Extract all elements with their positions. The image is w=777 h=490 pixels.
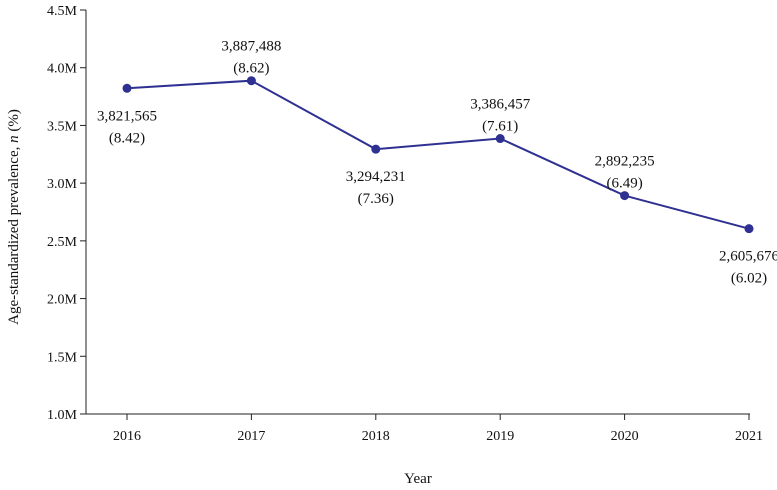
data-point	[495, 134, 505, 144]
y-tick-label: 2.5M	[47, 235, 78, 250]
data-label-percent: (8.62)	[233, 61, 269, 77]
y-tick-label: 3.5M	[47, 119, 78, 134]
series-line	[126, 79, 750, 230]
x-tick-label: 2016	[113, 429, 141, 444]
data-label-value: 3,386,457	[470, 97, 531, 113]
data-label-value: 2,605,676	[719, 249, 777, 265]
data-label-value: 2,892,235	[595, 154, 655, 170]
data-label-value: 3,821,565	[97, 108, 157, 124]
x-axis: 2016 2017 2018 2019 2020 2021	[86, 413, 763, 444]
data-label-percent: (8.42)	[109, 130, 145, 146]
y-axis-title-main: Age-standardized prevalence,	[6, 143, 22, 325]
data-label-percent: (6.02)	[731, 271, 767, 287]
x-tick-label: 2021	[735, 429, 763, 444]
data-point	[620, 191, 630, 201]
y-axis: 1.0M 1.5M 2.0M 2.5M 3.0M 3.5M 4.0M 4.5M	[47, 4, 87, 423]
data-label-value: 3,887,488	[221, 39, 281, 55]
x-axis-title: Year	[404, 471, 432, 487]
y-axis-title-italic: n	[6, 135, 22, 143]
data-label-percent: (6.49)	[606, 176, 642, 192]
y-tick-label: 4.0M	[47, 62, 78, 77]
data-point	[246, 76, 256, 86]
y-tick-label: 1.0M	[47, 408, 78, 423]
data-label-percent: (7.61)	[482, 119, 518, 135]
x-tick-label: 2019	[486, 429, 514, 444]
y-tick-label: 3.0M	[47, 177, 78, 192]
x-tick-label: 2020	[611, 429, 639, 444]
data-label-value: 3,294,231	[346, 169, 406, 185]
y-tick-label: 2.0M	[47, 293, 78, 308]
data-label-percent: (7.36)	[358, 191, 394, 207]
x-tick-label: 2017	[237, 429, 265, 444]
y-tick-label: 1.5M	[47, 350, 78, 365]
series-group	[122, 76, 754, 234]
x-tick-label: 2018	[362, 429, 390, 444]
data-point	[371, 144, 381, 154]
data-point	[744, 224, 754, 234]
y-axis-title-tail: (%)	[6, 109, 22, 135]
y-tick-label: 4.5M	[47, 4, 78, 19]
data-point	[122, 83, 132, 93]
data-labels-group: 3,821,565 (8.42) 3,887,488 (8.62) 3,294,231 (…	[97, 39, 777, 287]
y-axis-title: Age-standardized prevalence, n (%)	[6, 109, 22, 325]
